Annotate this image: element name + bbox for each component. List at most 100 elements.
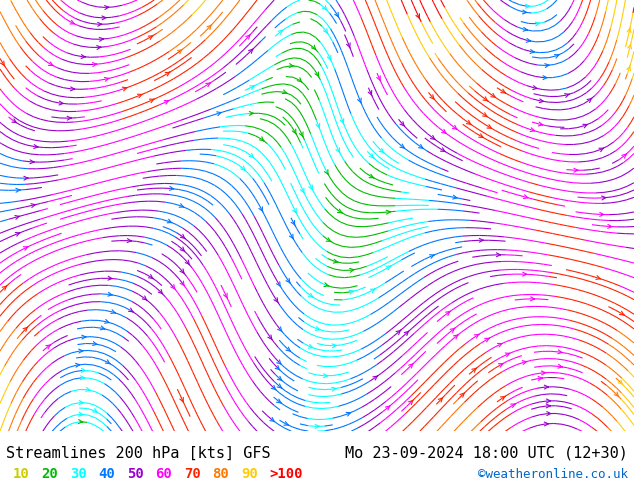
FancyArrowPatch shape [472,368,477,372]
FancyArrowPatch shape [544,422,548,426]
Text: 60: 60 [155,467,172,481]
FancyArrowPatch shape [602,196,606,200]
FancyArrowPatch shape [249,111,254,115]
FancyArrowPatch shape [24,176,28,180]
FancyArrowPatch shape [409,364,413,368]
FancyArrowPatch shape [16,188,20,192]
FancyArrowPatch shape [558,350,562,354]
FancyArrowPatch shape [369,174,374,178]
FancyArrowPatch shape [165,72,170,76]
Text: 30: 30 [70,467,86,481]
FancyArrowPatch shape [30,160,34,164]
FancyArrowPatch shape [277,360,281,365]
FancyArrowPatch shape [467,121,471,124]
FancyArrowPatch shape [277,384,282,388]
FancyArrowPatch shape [309,294,313,297]
FancyArrowPatch shape [438,397,443,402]
FancyArrowPatch shape [377,76,380,81]
FancyArrowPatch shape [400,122,404,126]
FancyArrowPatch shape [81,55,86,58]
FancyArrowPatch shape [545,385,548,389]
FancyArrowPatch shape [79,412,83,416]
FancyArrowPatch shape [522,272,527,276]
FancyArrowPatch shape [538,122,543,126]
FancyArrowPatch shape [547,399,550,403]
FancyArrowPatch shape [286,347,291,351]
FancyArrowPatch shape [441,148,445,151]
FancyArrowPatch shape [79,400,84,404]
FancyArrowPatch shape [404,331,409,336]
FancyArrowPatch shape [178,49,182,54]
FancyArrowPatch shape [82,335,86,339]
FancyArrowPatch shape [241,166,245,171]
FancyArrowPatch shape [409,400,413,405]
FancyArrowPatch shape [171,285,175,290]
FancyArrowPatch shape [270,417,275,422]
FancyArrowPatch shape [148,36,153,40]
FancyArrowPatch shape [607,224,612,228]
FancyArrowPatch shape [315,424,320,428]
FancyArrowPatch shape [442,129,446,134]
FancyArrowPatch shape [81,376,85,380]
FancyArrowPatch shape [453,125,457,129]
FancyArrowPatch shape [323,374,328,378]
FancyArrowPatch shape [627,27,631,33]
FancyArrowPatch shape [614,392,619,397]
FancyArrowPatch shape [217,112,221,116]
FancyArrowPatch shape [545,64,549,68]
FancyArrowPatch shape [618,380,623,385]
FancyArrowPatch shape [105,360,110,364]
FancyArrowPatch shape [487,124,492,128]
FancyArrowPatch shape [628,44,631,49]
FancyArrowPatch shape [453,195,457,199]
FancyArrowPatch shape [547,404,550,408]
Text: 20: 20 [41,467,58,481]
FancyArrowPatch shape [336,148,340,153]
FancyArrowPatch shape [59,101,63,105]
FancyArrowPatch shape [127,239,131,243]
FancyArrowPatch shape [93,63,97,67]
FancyArrowPatch shape [526,4,530,8]
FancyArrowPatch shape [1,61,5,66]
FancyArrowPatch shape [501,89,506,93]
FancyArrowPatch shape [12,119,16,123]
FancyArrowPatch shape [498,343,502,347]
FancyArrowPatch shape [179,204,184,207]
FancyArrowPatch shape [379,148,384,153]
FancyArrowPatch shape [206,83,210,87]
FancyArrowPatch shape [291,220,295,225]
FancyArrowPatch shape [327,238,331,242]
FancyArrowPatch shape [315,72,319,77]
FancyArrowPatch shape [316,123,320,129]
FancyArrowPatch shape [574,168,578,172]
FancyArrowPatch shape [93,342,97,345]
FancyArrowPatch shape [297,78,302,82]
FancyArrowPatch shape [100,37,103,41]
FancyArrowPatch shape [23,327,28,332]
FancyArrowPatch shape [600,213,604,217]
FancyArrowPatch shape [268,335,272,340]
FancyArrowPatch shape [385,406,390,410]
FancyArrowPatch shape [460,392,465,397]
FancyArrowPatch shape [333,259,338,263]
FancyArrowPatch shape [418,145,424,148]
FancyArrowPatch shape [79,419,83,423]
FancyArrowPatch shape [587,98,592,102]
FancyArrowPatch shape [98,23,102,26]
FancyArrowPatch shape [275,366,280,370]
FancyArrowPatch shape [79,349,83,353]
FancyArrowPatch shape [340,119,344,124]
FancyArrowPatch shape [346,413,351,416]
FancyArrowPatch shape [311,45,316,50]
FancyArrowPatch shape [34,145,38,148]
FancyArrowPatch shape [158,290,163,294]
FancyArrowPatch shape [278,327,282,332]
FancyArrowPatch shape [533,86,537,90]
Text: 40: 40 [98,467,115,481]
FancyArrowPatch shape [292,129,296,134]
FancyArrowPatch shape [386,266,391,270]
FancyArrowPatch shape [369,154,374,158]
FancyArrowPatch shape [289,64,294,68]
FancyArrowPatch shape [535,22,540,26]
FancyArrowPatch shape [299,132,303,137]
